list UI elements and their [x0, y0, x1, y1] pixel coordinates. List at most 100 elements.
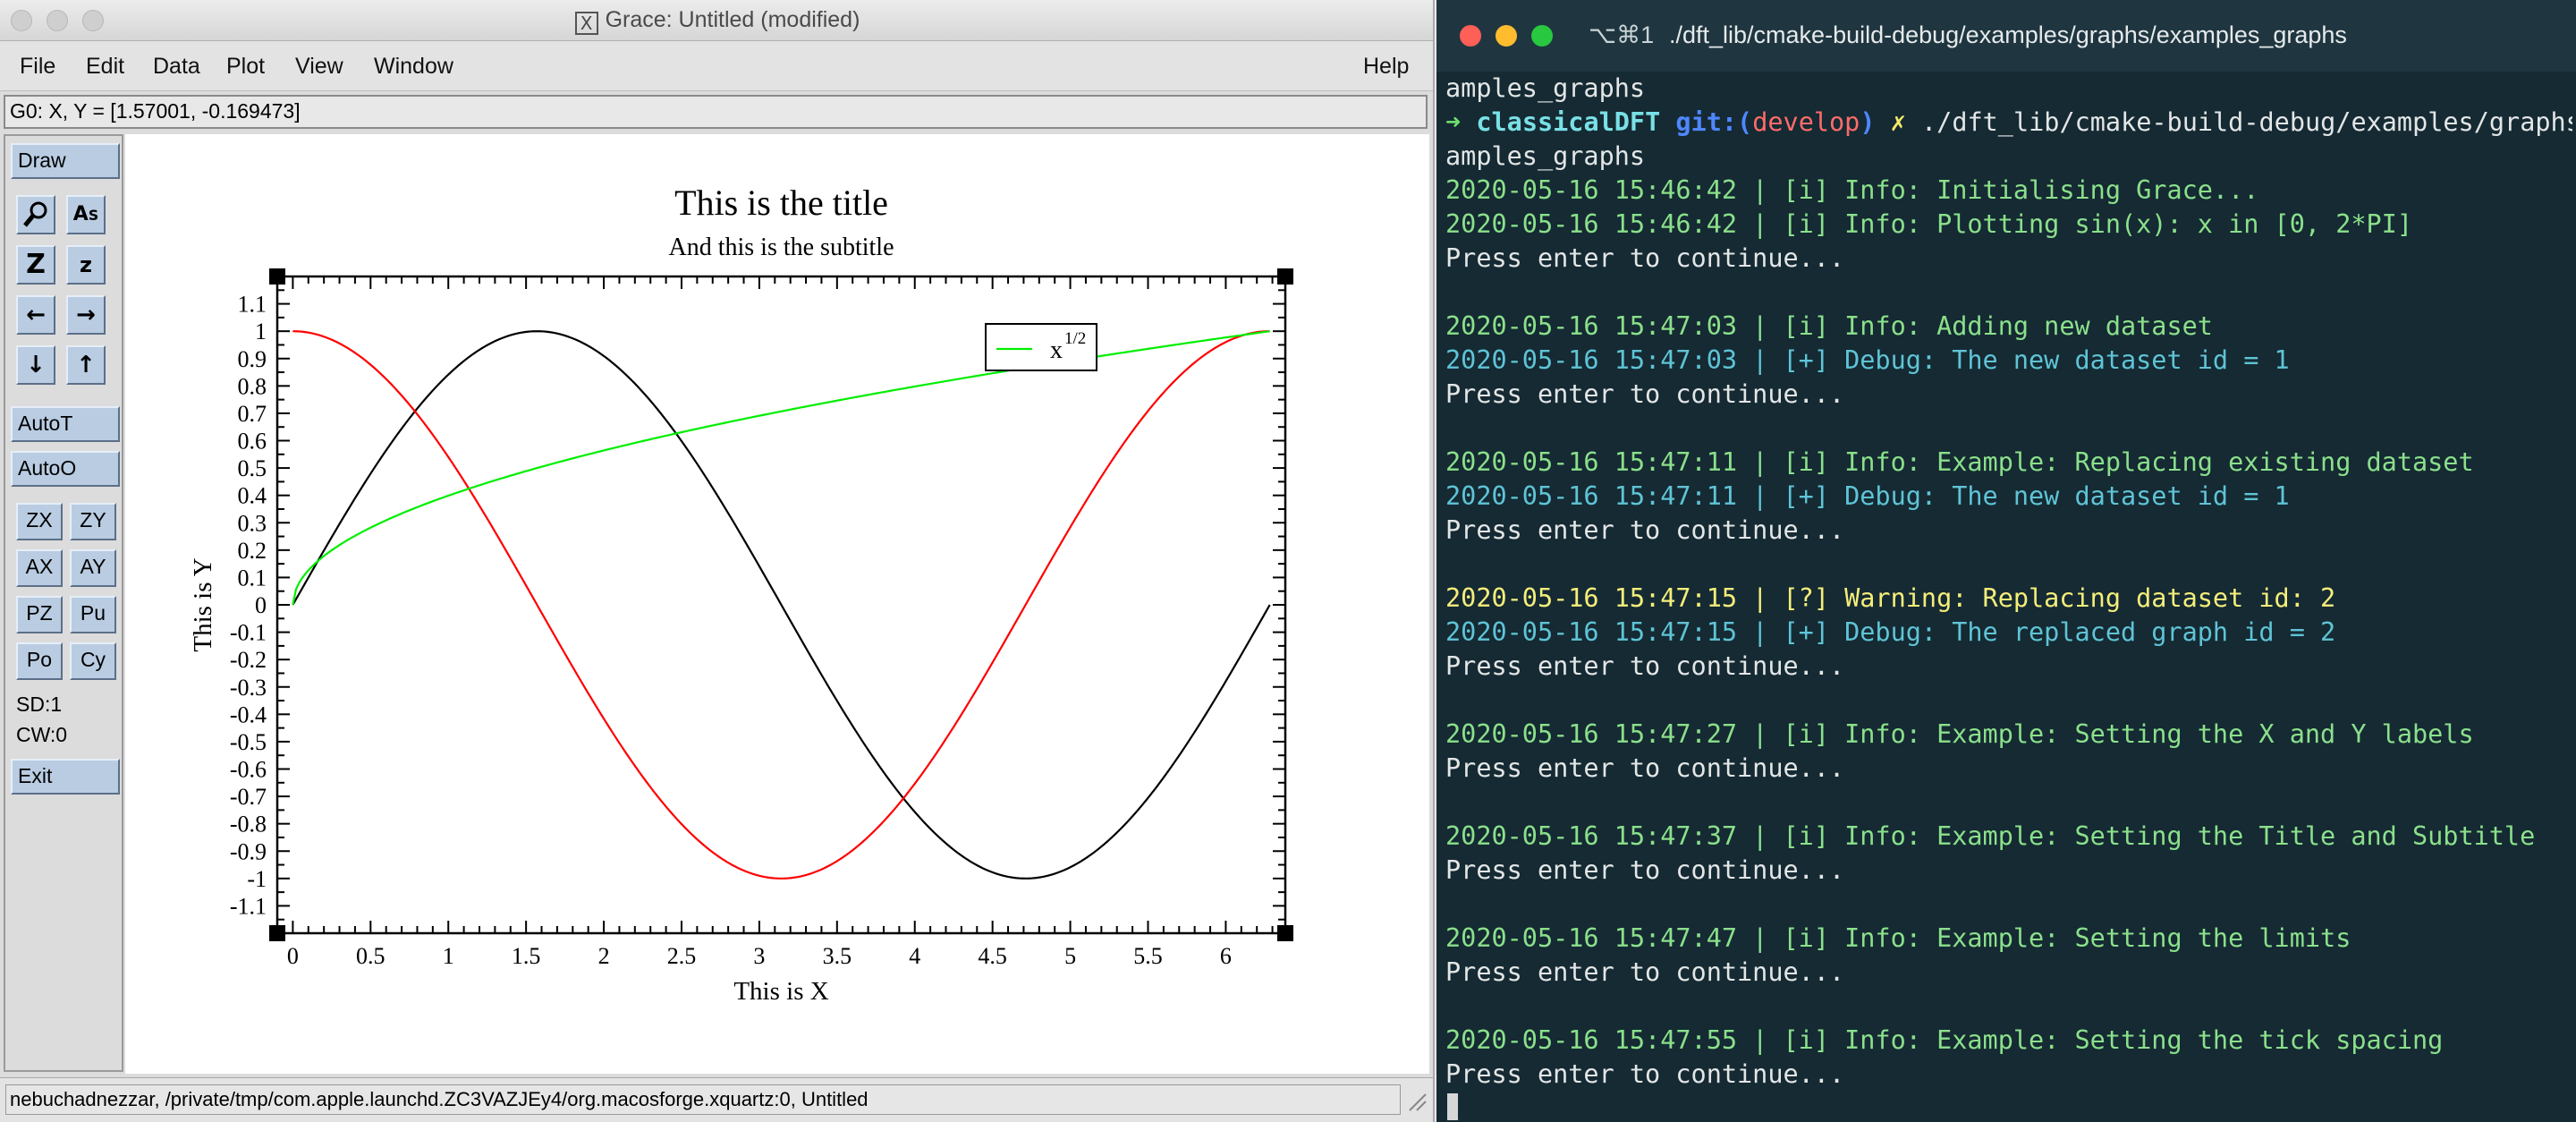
magnifier-icon[interactable]	[16, 195, 55, 234]
plot-canvas[interactable]: 0 0.5 1 1.5 2 2.5 3 3.5 4 4.5 5 5.5 6 1.1 1 0.9 0.8 0.7 0.…	[125, 134, 1429, 1074]
y-axis-label: This is Y	[189, 557, 217, 651]
window-title: X Grace: Untitled (modified)	[0, 7, 1433, 35]
y-tick-label: 1.1	[238, 292, 267, 318]
y-tick-label: -0.9	[230, 838, 267, 864]
x-tick-label: 0	[287, 943, 299, 969]
push-zoom-button[interactable]: PZ	[16, 596, 63, 633]
terminal-line	[1445, 412, 2572, 446]
y-tick-label: -0.8	[230, 812, 267, 837]
push-button[interactable]: Pu	[70, 596, 116, 633]
terminal-line: 2020-05-16 15:47:03 | [+] Debug: The new…	[1445, 345, 2290, 375]
terminal-line: amples_graphs	[1445, 73, 1646, 103]
y-tick-label: 0.2	[238, 538, 267, 564]
terminal-line: 2020-05-16 15:47:11 | [i] Info: Example:…	[1445, 447, 2474, 477]
series-line-1	[292, 330, 1270, 880]
menu-edit[interactable]: Edit	[86, 54, 125, 79]
pop-button[interactable]: Po	[16, 642, 63, 680]
menu-file[interactable]: File	[20, 54, 56, 79]
exit-button[interactable]: Exit	[11, 759, 120, 795]
y-tick-label: 0.5	[238, 455, 267, 481]
close-window-icon[interactable]	[11, 10, 32, 31]
terminal-cursor	[1447, 1093, 1458, 1120]
current-world-label: CW:0	[16, 723, 68, 746]
resize-grip-icon[interactable]	[1406, 1091, 1428, 1112]
terminal-line	[1445, 990, 2572, 1024]
prompt-git-close: )	[1860, 107, 1876, 137]
cycle-button[interactable]: Cy	[70, 642, 116, 680]
y-tick-label: 0.8	[238, 373, 267, 399]
terminal-line: 2020-05-16 15:47:27 | [i] Info: Example:…	[1445, 719, 2474, 749]
minimize-window-icon[interactable]	[1496, 25, 1517, 47]
zoom-small-z-icon[interactable]: z	[66, 245, 106, 285]
close-window-icon[interactable]	[1460, 25, 1481, 47]
legend-box	[985, 323, 1097, 371]
draw-button[interactable]: Draw	[11, 143, 120, 179]
arrow-down-icon[interactable]: ↓	[16, 345, 55, 385]
text-tool-icon[interactable]: AS	[66, 195, 106, 234]
zoom-window-icon[interactable]	[82, 10, 104, 31]
tool-panel: Draw AS Z z ← → ↓ ↑ AutoT AutoO ZX ZY AX…	[4, 134, 123, 1072]
autoscale-ticks-button[interactable]: AutoT	[11, 406, 120, 442]
chart-title: This is the title	[674, 183, 888, 223]
legend-label-superscript: 1/2	[1064, 329, 1086, 348]
x-tick-label: 6	[1220, 943, 1232, 969]
terminal-line: 2020-05-16 15:47:03 | [i] Info: Adding n…	[1445, 311, 2213, 341]
terminal-line: amples_graphs	[1445, 141, 1646, 171]
prompt-dirty-mark: ✗	[1890, 107, 1906, 137]
y-tick-label: 1	[255, 319, 267, 344]
y-tick-label: -0.7	[230, 784, 267, 810]
x-tick-label: 1.5	[512, 943, 541, 969]
y-tick-label: -0.6	[230, 757, 267, 783]
status-text: nebuchadnezzar, /private/tmp/com.apple.l…	[5, 1084, 1401, 1115]
grace-titlebar[interactable]: X Grace: Untitled (modified)	[0, 0, 1433, 41]
menu-data[interactable]: Data	[153, 54, 200, 79]
prompt-command: ./dft_lib/cmake-build-debug/examples/gra…	[1921, 107, 2572, 137]
terminal-line: Press enter to continue...	[1445, 651, 1845, 681]
menu-plot[interactable]: Plot	[226, 54, 266, 79]
zoom-y-button[interactable]: ZY	[70, 503, 116, 540]
terminal-line	[1445, 786, 2572, 820]
x11-logo-icon: X	[574, 12, 598, 35]
terminal-line: Press enter to continue...	[1445, 379, 1845, 409]
y-tick-label: -0.2	[230, 647, 267, 673]
terminal-line: Press enter to continue...	[1445, 1059, 1845, 1089]
y-tick-label: -0.3	[230, 675, 267, 701]
minimize-window-icon[interactable]	[47, 10, 68, 31]
terminal-window: ⌥⌘1 ./dft_lib/cmake-build-debug/examples…	[1436, 0, 2576, 1122]
terminal-titlebar[interactable]: ⌥⌘1 ./dft_lib/cmake-build-debug/examples…	[1436, 0, 2576, 72]
y-tick-label: 0.9	[238, 346, 267, 372]
chart-subtitle: And this is the subtitle	[669, 234, 894, 261]
menu-view[interactable]: View	[295, 54, 343, 79]
menu-help[interactable]: Help	[1363, 54, 1410, 79]
series-line-2	[292, 330, 1270, 606]
y-tick-label: 0.1	[238, 565, 267, 591]
series-line-0	[292, 330, 1271, 880]
x-tick-label: 5.5	[1133, 943, 1163, 969]
autoscale-y-button[interactable]: AY	[70, 549, 116, 587]
zoom-x-button[interactable]: ZX	[16, 503, 63, 540]
autoscale-on-button[interactable]: AutoO	[11, 451, 120, 487]
arrow-up-icon[interactable]: ↑	[66, 345, 106, 385]
terminal-line: Press enter to continue...	[1445, 753, 1845, 783]
terminal-output[interactable]: amples_graphs ➜ classicalDFT git:(develop…	[1445, 72, 2572, 1092]
arrow-left-icon[interactable]: ←	[16, 295, 55, 335]
terminal-line	[1445, 684, 2572, 718]
set-depth-label: SD:1	[16, 693, 63, 716]
prompt-git: git:(	[1675, 107, 1753, 137]
x-axis-label: This is X	[733, 977, 828, 1006]
y-tick-label: -1.1	[230, 893, 267, 919]
x-tick-label: 2	[598, 943, 610, 969]
autoscale-x-button[interactable]: AX	[16, 549, 63, 587]
terminal-line	[1445, 276, 2572, 310]
terminal-line: Press enter to continue...	[1445, 515, 1845, 545]
arrow-right-icon[interactable]: →	[66, 295, 106, 335]
tab-shortcut: ⌥⌘1	[1589, 21, 1655, 48]
terminal-line: 2020-05-16 15:47:15 | [?] Warning: Repla…	[1445, 583, 2336, 613]
terminal-title: ./dft_lib/cmake-build-debug/examples/gra…	[1669, 21, 2347, 48]
terminal-line: ➜ classicalDFT git:(develop) ✗ ./dft_lib…	[1445, 106, 2572, 140]
x-tick-label: 5	[1064, 943, 1076, 969]
x-tick-label: 3.5	[823, 943, 852, 969]
menu-window[interactable]: Window	[374, 54, 453, 79]
zoom-window-icon[interactable]	[1531, 25, 1553, 47]
zoom-z-icon[interactable]: Z	[16, 245, 55, 285]
